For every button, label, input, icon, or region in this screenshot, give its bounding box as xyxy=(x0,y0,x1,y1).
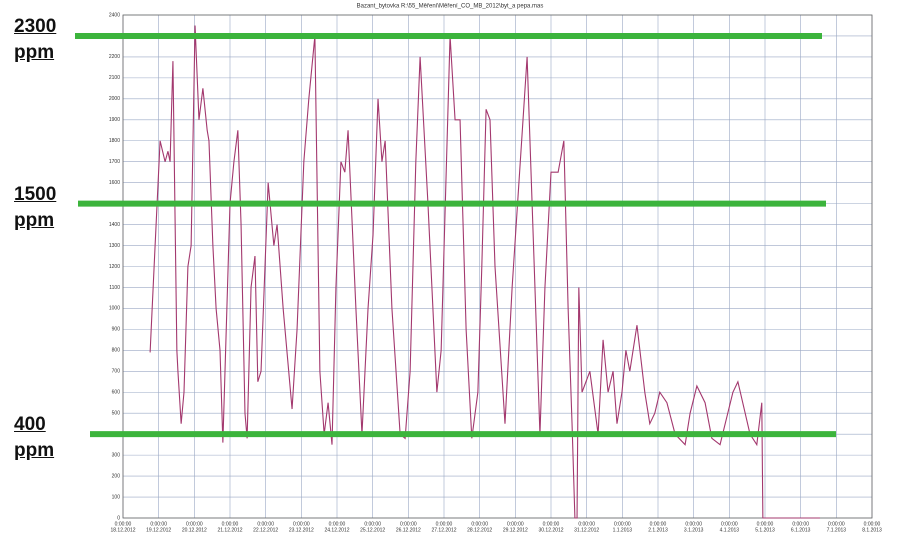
y-tick-label: 900 xyxy=(112,327,121,333)
plot-frame xyxy=(122,14,873,519)
x-tick-label: 31.12.2012 xyxy=(574,527,599,533)
data-line xyxy=(149,25,820,519)
x-tick-label: 7.1.2013 xyxy=(827,527,847,533)
y-tick-label: 100 xyxy=(112,494,121,500)
x-tick-time: 0:00:00 xyxy=(721,521,738,527)
x-tick-label: 4.1.2013 xyxy=(720,527,740,533)
x-tick-time: 0:00:00 xyxy=(757,521,774,527)
x-tick-time: 0:00:00 xyxy=(115,521,132,527)
x-tick-time: 0:00:00 xyxy=(257,521,274,527)
x-tick-label: 25.12.2012 xyxy=(360,527,385,533)
x-tick-label: 20.12.2012 xyxy=(182,527,207,533)
x-tick-label: 30.12.2012 xyxy=(538,527,563,533)
y-tick-label: 800 xyxy=(112,348,121,354)
x-tick-time: 0:00:00 xyxy=(792,521,809,527)
x-tick-time: 0:00:00 xyxy=(150,521,167,527)
x-tick-time: 0:00:00 xyxy=(864,521,881,527)
y-tick-label: 1400 xyxy=(109,222,120,228)
y-tick-label: 1200 xyxy=(109,264,120,270)
y-tick-label: 1700 xyxy=(109,159,120,165)
x-tick-label: 1.1.2013 xyxy=(613,527,633,533)
y-tick-label: 200 xyxy=(112,473,121,479)
y-tick-label: 1600 xyxy=(109,180,120,186)
x-tick-label: 8.1.2013 xyxy=(862,527,882,533)
threshold-label: 2300 ppm xyxy=(14,15,57,63)
x-tick-time: 0:00:00 xyxy=(614,521,631,527)
chart-title: Bazant_bytovka R:\55_Měření\Měření_CO_MB… xyxy=(357,4,544,10)
x-tick-time: 0:00:00 xyxy=(186,521,203,527)
x-tick-label: 22.12.2012 xyxy=(253,527,278,533)
x-tick-label: 24.12.2012 xyxy=(324,527,349,533)
y-tick-label: 1000 xyxy=(109,306,120,312)
y-tick-label: 1800 xyxy=(109,138,120,144)
x-tick-label: 2.1.2013 xyxy=(648,527,668,533)
y-tick-label: 300 xyxy=(112,452,121,458)
x-tick-time: 0:00:00 xyxy=(471,521,488,527)
y-tick-label: 500 xyxy=(112,411,121,417)
threshold-label: 400 ppm xyxy=(14,414,55,462)
x-tick-time: 0:00:00 xyxy=(650,521,667,527)
threshold-label: 1500 ppm xyxy=(14,183,57,231)
y-tick-label: 2200 xyxy=(109,54,120,60)
x-tick-label: 26.12.2012 xyxy=(396,527,421,533)
x-tick-label: 27.12.2012 xyxy=(431,527,456,533)
x-tick-label: 29.12.2012 xyxy=(503,527,528,533)
y-tick-label: 1900 xyxy=(109,117,120,123)
x-tick-time: 0:00:00 xyxy=(578,521,595,527)
y-tick-label: 2400 xyxy=(109,12,120,18)
x-tick-label: 19.12.2012 xyxy=(146,527,171,533)
x-tick-time: 0:00:00 xyxy=(685,521,702,527)
x-tick-time: 0:00:00 xyxy=(828,521,845,527)
y-tick-label: 0 xyxy=(117,515,120,521)
x-tick-time: 0:00:00 xyxy=(364,521,381,527)
x-tick-label: 23.12.2012 xyxy=(289,527,314,533)
x-tick-label: 18.12.2012 xyxy=(110,527,135,533)
x-tick-time: 0:00:00 xyxy=(329,521,346,527)
y-tick-label: 700 xyxy=(112,369,121,375)
y-tick-label: 1100 xyxy=(109,285,120,291)
y-tick-label: 2000 xyxy=(109,96,120,102)
x-tick-time: 0:00:00 xyxy=(293,521,310,527)
y-tick-label: 600 xyxy=(112,390,121,396)
x-tick-label: 28.12.2012 xyxy=(467,527,492,533)
y-tick-label: 2100 xyxy=(109,75,120,81)
y-tick-label: 1300 xyxy=(109,243,120,249)
x-tick-label: 21.12.2012 xyxy=(217,527,242,533)
x-tick-time: 0:00:00 xyxy=(400,521,417,527)
x-tick-time: 0:00:00 xyxy=(507,521,524,527)
x-tick-time: 0:00:00 xyxy=(222,521,239,527)
x-tick-label: 5.1.2013 xyxy=(755,527,775,533)
x-tick-label: 3.1.2013 xyxy=(684,527,704,533)
x-tick-time: 0:00:00 xyxy=(436,521,453,527)
x-tick-label: 6.1.2013 xyxy=(791,527,811,533)
x-tick-time: 0:00:00 xyxy=(543,521,560,527)
